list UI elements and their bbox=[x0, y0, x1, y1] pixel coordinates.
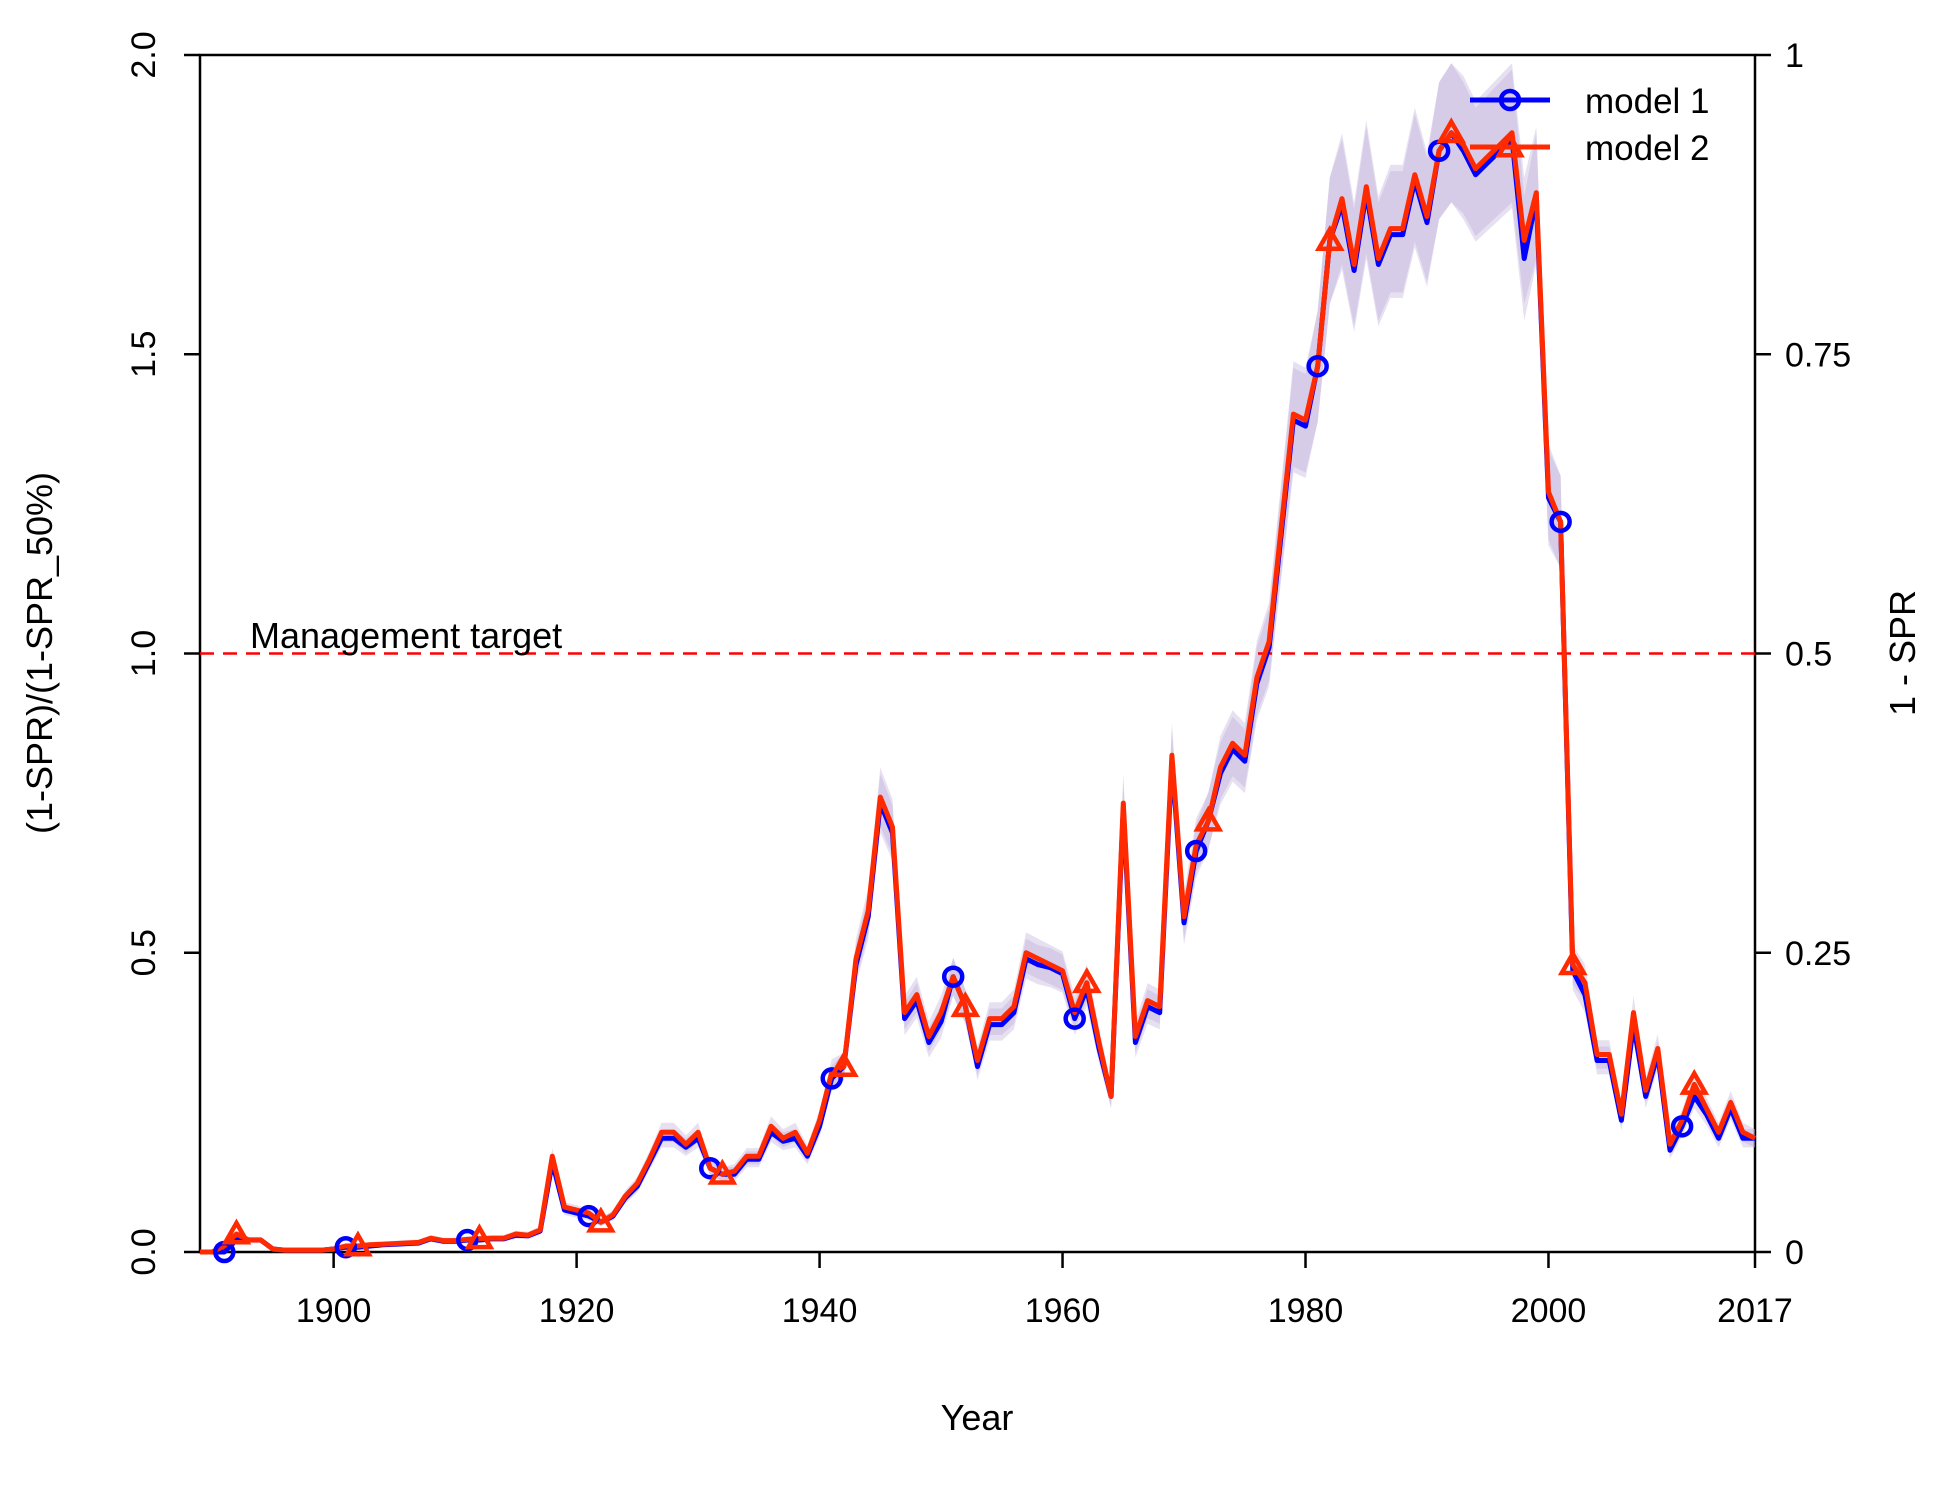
marker-model-2-1942 bbox=[828, 1050, 859, 1077]
marker-model-2-2012 bbox=[1679, 1068, 1710, 1095]
y-right-tick-label-3: 0.75 bbox=[1785, 336, 1851, 374]
marker-model-2-1992 bbox=[1436, 117, 1467, 144]
x-tick-label-1900: 1900 bbox=[296, 1292, 372, 1330]
y-left-tick-label-1: 0.5 bbox=[125, 929, 163, 976]
y-right-tick-label-2: 0.5 bbox=[1785, 636, 1832, 674]
x-tick-label-1980: 1980 bbox=[1268, 1292, 1344, 1330]
marker-model-1-2001 bbox=[1549, 510, 1572, 534]
legend-marker-model-2 bbox=[1495, 131, 1525, 158]
marker-model-1-1981 bbox=[1306, 354, 1329, 378]
y-axis-left: 0.0 0.5 1.0 1.5 2.0 bbox=[125, 31, 200, 1276]
legend-marker-model-1 bbox=[1498, 88, 1522, 112]
marker-layer bbox=[213, 117, 1710, 1264]
legend: model 1 model 2 bbox=[1470, 82, 1710, 168]
marker-model-2-2002 bbox=[1557, 949, 1588, 976]
x-tick-label-2017: 2017 bbox=[1717, 1292, 1793, 1330]
marker-model-2-1912 bbox=[464, 1223, 495, 1250]
x-tick-label-1920: 1920 bbox=[539, 1292, 615, 1330]
y-left-tick-label-2: 1.0 bbox=[125, 630, 163, 677]
y-right-tick-label-0: 0 bbox=[1785, 1234, 1804, 1272]
marker-model-1-1941 bbox=[820, 1067, 843, 1090]
x-axis: 1900 1920 1940 1960 1980 2000 2017 bbox=[296, 1252, 1793, 1330]
y-right-tick-label-1: 0.25 bbox=[1785, 935, 1851, 973]
y-axis-title-right: 1 - SPR bbox=[1882, 590, 1923, 716]
y-left-tick-label-3: 1.5 bbox=[125, 331, 163, 378]
marker-model-2-1972 bbox=[1193, 805, 1224, 832]
x-axis-title: Year bbox=[941, 1397, 1014, 1438]
y-right-tick-label-4: 1 bbox=[1785, 37, 1804, 75]
y-axis-right: 0 0.25 0.5 0.75 1 bbox=[1755, 37, 1851, 1272]
marker-model-2-1922 bbox=[586, 1206, 616, 1233]
marker-model-2-1952 bbox=[950, 991, 981, 1018]
x-tick-label-1960: 1960 bbox=[1025, 1292, 1101, 1330]
x-tick-label-2000: 2000 bbox=[1511, 1292, 1587, 1330]
marker-model-1-2011 bbox=[1670, 1115, 1694, 1138]
management-target-label: Management target bbox=[250, 615, 562, 656]
marker-model-1-1961 bbox=[1063, 1007, 1086, 1030]
marker-model-1-1971 bbox=[1184, 839, 1208, 863]
marker-model-2-1902 bbox=[343, 1230, 373, 1257]
x-tick-label-1940: 1940 bbox=[782, 1292, 858, 1330]
y-left-tick-label-4: 2.0 bbox=[125, 31, 163, 78]
marker-model-2-1932 bbox=[707, 1158, 738, 1185]
marker-model-1-1951 bbox=[941, 965, 965, 988]
marker-model-2-1892 bbox=[221, 1218, 252, 1245]
legend-label-model-2: model 2 bbox=[1585, 129, 1710, 168]
y-left-tick-label-0: 0.0 bbox=[125, 1228, 163, 1275]
legend-label-model-1: model 1 bbox=[1585, 82, 1710, 121]
marker-model-2-1982 bbox=[1314, 224, 1345, 252]
marker-model-2-1962 bbox=[1071, 967, 1102, 994]
y-axis-title-left: (1-SPR)/(1-SPR_50%) bbox=[19, 472, 60, 834]
